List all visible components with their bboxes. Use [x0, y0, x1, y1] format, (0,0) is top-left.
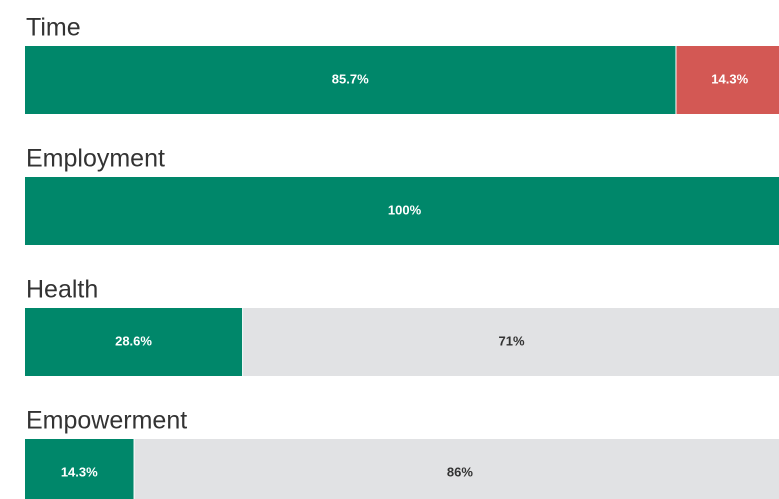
category-label: Health [26, 276, 98, 304]
value-label: 100% [388, 202, 422, 217]
value-label: 71% [499, 333, 525, 348]
bar-segment [134, 439, 779, 499]
value-label: 14.3% [61, 464, 98, 479]
category-label: Empowerment [26, 407, 187, 435]
category-label: Employment [26, 145, 165, 173]
bar-segment [25, 46, 676, 114]
bar-segment [25, 177, 779, 245]
bar-segment [25, 308, 243, 376]
bar-segment [243, 308, 779, 376]
value-label: 14.3% [711, 71, 748, 86]
category-label: Time [26, 14, 81, 42]
value-label: 28.6% [115, 333, 152, 348]
value-label: 85.7% [332, 71, 369, 86]
value-label: 86% [447, 464, 473, 479]
bar-segment [676, 46, 779, 114]
bar-segment [25, 439, 134, 499]
